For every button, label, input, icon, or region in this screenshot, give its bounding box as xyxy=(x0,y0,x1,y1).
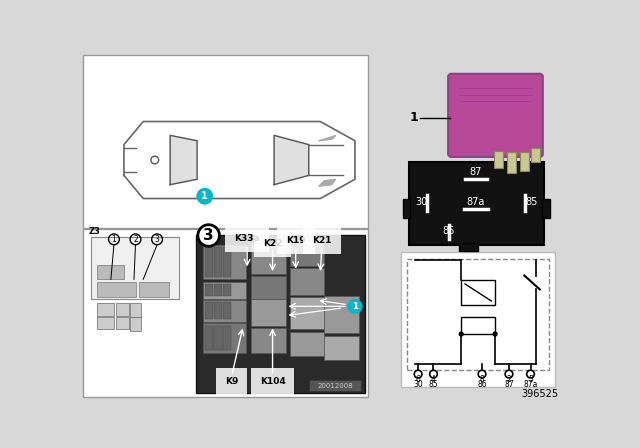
Bar xyxy=(204,282,246,299)
Text: 396525: 396525 xyxy=(521,389,558,399)
Bar xyxy=(493,151,503,168)
Bar xyxy=(139,282,170,297)
Bar xyxy=(403,198,410,218)
Text: K33a: K33a xyxy=(234,234,260,243)
Bar xyxy=(116,303,129,315)
Bar xyxy=(324,296,359,333)
Bar xyxy=(83,55,368,228)
Polygon shape xyxy=(124,121,355,198)
Text: K104: K104 xyxy=(260,377,285,386)
Circle shape xyxy=(348,299,362,313)
Bar xyxy=(130,303,141,317)
Circle shape xyxy=(197,189,212,204)
Text: 1: 1 xyxy=(352,302,358,311)
Text: 3: 3 xyxy=(155,235,159,244)
Text: 86: 86 xyxy=(443,226,455,236)
Bar xyxy=(542,198,550,218)
Bar xyxy=(214,284,221,296)
Bar xyxy=(204,300,246,322)
Text: 85: 85 xyxy=(429,380,438,389)
Bar xyxy=(214,302,221,319)
Polygon shape xyxy=(170,135,197,185)
Bar xyxy=(205,326,212,350)
Bar xyxy=(214,247,221,277)
Polygon shape xyxy=(319,135,336,141)
Bar xyxy=(204,323,246,353)
Text: K22: K22 xyxy=(263,239,282,248)
Bar xyxy=(116,317,129,329)
Bar xyxy=(251,299,285,326)
Bar xyxy=(407,258,549,370)
Bar xyxy=(205,247,212,277)
Polygon shape xyxy=(274,135,308,185)
Text: 4: 4 xyxy=(431,375,436,384)
Bar xyxy=(223,326,231,350)
Bar xyxy=(196,235,365,392)
Text: 85: 85 xyxy=(525,197,538,207)
Text: 20012008: 20012008 xyxy=(317,383,353,388)
Bar xyxy=(461,317,495,334)
Bar xyxy=(205,284,212,296)
Bar xyxy=(91,237,179,299)
Bar xyxy=(97,265,124,279)
Bar xyxy=(289,268,324,295)
Circle shape xyxy=(493,332,497,336)
Text: K21: K21 xyxy=(312,237,332,246)
Bar xyxy=(97,317,114,329)
Bar xyxy=(308,380,361,391)
Bar xyxy=(324,336,359,360)
Text: 1: 1 xyxy=(111,235,116,244)
Bar xyxy=(289,239,324,266)
Text: 87a: 87a xyxy=(524,380,538,389)
Bar xyxy=(289,332,324,356)
Bar xyxy=(459,243,478,251)
Bar xyxy=(97,282,136,297)
Bar xyxy=(507,151,516,173)
Text: K19: K19 xyxy=(286,237,305,246)
Text: 30: 30 xyxy=(413,380,423,389)
Bar xyxy=(223,284,231,296)
Bar xyxy=(214,326,221,350)
Bar xyxy=(251,328,285,353)
Bar xyxy=(531,148,540,162)
Bar xyxy=(130,317,141,331)
Text: 1: 1 xyxy=(202,191,208,201)
Text: 5: 5 xyxy=(528,375,533,384)
Bar xyxy=(461,280,495,305)
Bar xyxy=(251,276,285,299)
Bar xyxy=(251,243,285,274)
Polygon shape xyxy=(319,179,336,186)
Text: 3: 3 xyxy=(204,228,214,243)
Bar xyxy=(223,302,231,319)
Bar xyxy=(97,303,114,315)
Bar xyxy=(409,162,543,245)
FancyBboxPatch shape xyxy=(448,74,543,157)
Text: 1: 1 xyxy=(410,111,419,124)
Bar xyxy=(204,245,246,280)
Bar xyxy=(401,252,555,387)
Circle shape xyxy=(198,225,220,246)
Bar xyxy=(520,151,529,171)
Text: K9: K9 xyxy=(225,377,239,386)
Bar xyxy=(83,229,368,397)
Text: 8: 8 xyxy=(479,375,484,384)
Circle shape xyxy=(460,332,463,336)
Text: 87: 87 xyxy=(470,168,482,177)
Text: 87: 87 xyxy=(504,380,514,389)
Text: 87a: 87a xyxy=(467,197,485,207)
Text: 86: 86 xyxy=(477,380,487,389)
Text: 2: 2 xyxy=(133,235,138,244)
Text: 2: 2 xyxy=(507,375,511,384)
Bar xyxy=(223,247,231,277)
Bar xyxy=(289,297,324,329)
Text: 30: 30 xyxy=(415,197,428,207)
Text: 6: 6 xyxy=(415,375,420,384)
Text: Z3: Z3 xyxy=(88,227,100,236)
Bar xyxy=(205,302,212,319)
